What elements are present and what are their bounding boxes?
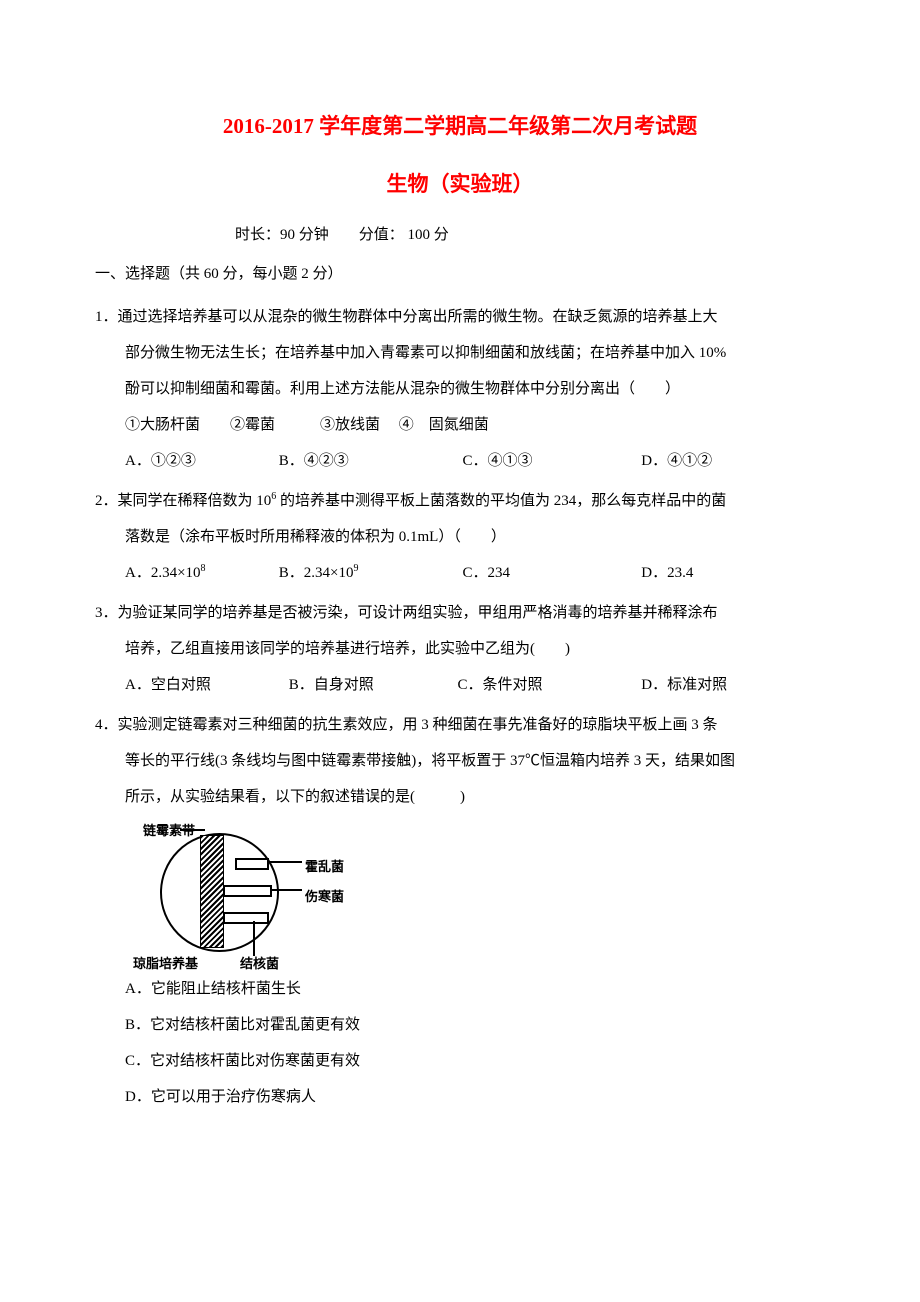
question-number: 4． bbox=[95, 717, 118, 733]
option-b: B．自身对照 bbox=[289, 667, 454, 703]
label-connector bbox=[270, 889, 302, 891]
question-number: 3． bbox=[95, 605, 118, 621]
options-row: A．空白对照 B．自身对照 C．条件对照 D．标准对照 bbox=[95, 667, 825, 703]
question-line: 为验证某同学的培养基是否被污染，可设计两组实验，甲组用严格消毒的培养基并稀释涂布 bbox=[118, 605, 718, 621]
option-c: C．④①③ bbox=[463, 443, 638, 479]
option-c: C．234 bbox=[463, 555, 638, 591]
question-number: 1． bbox=[95, 309, 118, 325]
question-number: 2． bbox=[95, 493, 118, 509]
question-line: 培养，乙组直接用该同学的培养基进行培养，此实验中乙组为( ) bbox=[95, 631, 825, 667]
option-d: D．④①② bbox=[641, 443, 712, 479]
option-b: B．④②③ bbox=[279, 443, 459, 479]
label-tuberculosis: 结核菌 bbox=[240, 948, 279, 979]
question-line: 某同学在稀释倍数为 106 的培养基中测得平板上菌落数的平均值为 234，那么每… bbox=[118, 493, 727, 509]
answer-option-b: B．它对结核杆菌比对霍乱菌更有效 bbox=[95, 1007, 825, 1043]
question-text: 3．为验证某同学的培养基是否被污染，可设计两组实验，甲组用严格消毒的培养基并稀释… bbox=[95, 595, 825, 631]
option-a: A．空白对照 bbox=[125, 667, 285, 703]
label-streptomycin: 链霉素带 bbox=[143, 815, 195, 846]
option-a: A．①②③ bbox=[125, 443, 275, 479]
circled-options: ①大肠杆菌 ②霉菌 ③放线菌 ④ 固氮细菌 bbox=[95, 407, 825, 443]
exam-page: 2016-2017 学年度第二学期高二年级第二次月考试题 生物（实验班） 时长：… bbox=[0, 0, 920, 1179]
option-d: D．23.4 bbox=[641, 555, 693, 591]
answer-option-d: D．它可以用于治疗伤寒病人 bbox=[95, 1079, 825, 1115]
question-text: 4．实验测定链霉素对三种细菌的抗生素效应，用 3 种细菌在事先准备好的琼脂块平板… bbox=[95, 707, 825, 743]
answer-option-c: C．它对结核杆菌比对伤寒菌更有效 bbox=[95, 1043, 825, 1079]
diagram-container: 链霉素带 琼脂培养基 霍乱菌 伤寒菌 结核菌 bbox=[95, 823, 825, 963]
exam-info: 时长：90 分钟 分值： 100 分 bbox=[95, 223, 825, 244]
question-line: 实验测定链霉素对三种细菌的抗生素效应，用 3 种细菌在事先准备好的琼脂块平板上画… bbox=[118, 717, 718, 733]
question-3: 3．为验证某同学的培养基是否被污染，可设计两组实验，甲组用严格消毒的培养基并稀释… bbox=[95, 595, 825, 703]
options-row: A．①②③ B．④②③ C．④①③ D．④①② bbox=[95, 443, 825, 479]
option-d: D．标准对照 bbox=[641, 667, 727, 703]
question-2: 2．某同学在稀释倍数为 106 的培养基中测得平板上菌落数的平均值为 234，那… bbox=[95, 483, 825, 591]
question-1: 1．通过选择培养基可以从混杂的微生物群体中分离出所需的微生物。在缺乏氮源的培养基… bbox=[95, 299, 825, 479]
main-title: 2016-2017 学年度第二学期高二年级第二次月考试题 bbox=[95, 110, 825, 140]
petri-diagram: 链霉素带 琼脂培养基 霍乱菌 伤寒菌 结核菌 bbox=[125, 823, 385, 963]
label-agar: 琼脂培养基 bbox=[133, 948, 198, 979]
section-header: 一、选择题（共 60 分，每小题 2 分） bbox=[95, 262, 825, 283]
option-c: C．条件对照 bbox=[458, 667, 638, 703]
question-line: 所示，从实验结果看，以下的叙述错误的是( ) bbox=[95, 779, 825, 815]
question-text: 2．某同学在稀释倍数为 106 的培养基中测得平板上菌落数的平均值为 234，那… bbox=[95, 483, 825, 519]
question-text: 1．通过选择培养基可以从混杂的微生物群体中分离出所需的微生物。在缺乏氮源的培养基… bbox=[95, 299, 825, 335]
sub-title: 生物（实验班） bbox=[95, 168, 825, 198]
question-line: 落数是（涂布平板时所用稀释液的体积为 0.1mL）（ ） bbox=[95, 519, 825, 555]
answer-option-a: A．它能阻止结核杆菌生长 bbox=[95, 971, 825, 1007]
label-typhoid: 伤寒菌 bbox=[305, 881, 344, 912]
streptomycin-band-icon bbox=[200, 835, 224, 948]
option-b: B．2.34×109 bbox=[279, 555, 459, 591]
bacteria-line-2 bbox=[223, 885, 272, 897]
bacteria-line-1 bbox=[235, 858, 269, 870]
question-line: 通过选择培养基可以从混杂的微生物群体中分离出所需的微生物。在缺乏氮源的培养基上大 bbox=[118, 309, 718, 325]
question-4: 4．实验测定链霉素对三种细菌的抗生素效应，用 3 种细菌在事先准备好的琼脂块平板… bbox=[95, 707, 825, 1115]
question-line: 酚可以抑制细菌和霉菌。利用上述方法能从混杂的微生物群体中分别分离出（ ） bbox=[95, 371, 825, 407]
question-line: 部分微生物无法生长；在培养基中加入青霉素可以抑制细菌和放线菌；在培养基中加入 1… bbox=[95, 335, 825, 371]
bacteria-line-3 bbox=[223, 912, 269, 924]
label-cholera: 霍乱菌 bbox=[305, 851, 344, 882]
option-a: A．2.34×108 bbox=[125, 555, 275, 591]
options-row: A．2.34×108 B．2.34×109 C．234 D．23.4 bbox=[95, 555, 825, 591]
question-line: 等长的平行线(3 条线均与图中链霉素带接触)，将平板置于 37℃恒温箱内培养 3… bbox=[95, 743, 825, 779]
label-connector bbox=[267, 861, 302, 863]
